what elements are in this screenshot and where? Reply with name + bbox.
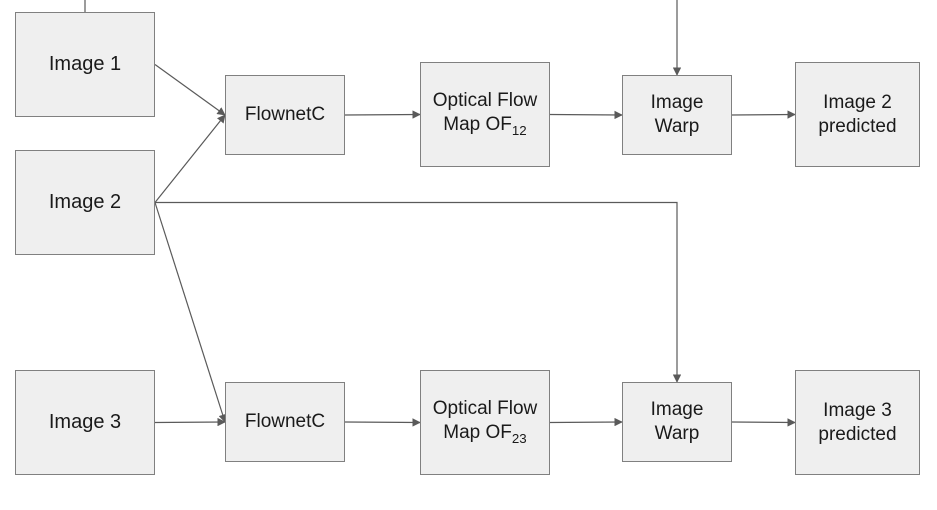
edge-warp2-pred3 <box>732 422 795 423</box>
node-of23: Optical Flow Map OF23 <box>420 370 550 475</box>
edge-img2-warp2 <box>155 203 677 383</box>
edge-img3-fnc2 <box>155 422 225 423</box>
node-label: Image Warp <box>627 398 727 446</box>
edge-of23-warp2 <box>550 422 622 423</box>
node-label: Image 1 <box>49 52 121 77</box>
edge-img2-fnc1 <box>155 115 225 203</box>
edge-img1-warp1 <box>85 0 677 75</box>
node-img2: Image 2 <box>15 150 155 255</box>
node-label: FlownetC <box>245 410 325 434</box>
edge-warp1-pred2 <box>732 115 795 116</box>
diagram-canvas: { "diagram": { "type": "flowchart", "bac… <box>0 0 937 510</box>
node-pred3: Image 3 predicted <box>795 370 920 475</box>
edge-img1-fnc1 <box>155 65 225 116</box>
edge-of12-warp1 <box>550 115 622 116</box>
node-fnc2: FlownetC <box>225 382 345 462</box>
node-label-subscript: 23 <box>512 431 527 446</box>
node-fnc1: FlownetC <box>225 75 345 155</box>
node-label: Optical Flow Map OF23 <box>425 397 545 447</box>
node-label-subscript: 12 <box>512 123 527 138</box>
node-label: Image Warp <box>627 91 727 139</box>
node-img1: Image 1 <box>15 12 155 117</box>
node-label: Image 3 <box>49 410 121 435</box>
edge-fnc2-of23 <box>345 422 420 423</box>
node-label: Image 2 predicted <box>800 91 915 139</box>
node-warp1: Image Warp <box>622 75 732 155</box>
node-warp2: Image Warp <box>622 382 732 462</box>
edge-fnc1-of12 <box>345 115 420 116</box>
node-of12: Optical Flow Map OF12 <box>420 62 550 167</box>
node-label: Image 3 predicted <box>800 399 915 447</box>
node-label: Image 2 <box>49 190 121 215</box>
edge-img2-fnc2 <box>155 203 225 423</box>
node-img3: Image 3 <box>15 370 155 475</box>
node-label: Optical Flow Map OF12 <box>425 89 545 139</box>
node-pred2: Image 2 predicted <box>795 62 920 167</box>
node-label: FlownetC <box>245 103 325 127</box>
